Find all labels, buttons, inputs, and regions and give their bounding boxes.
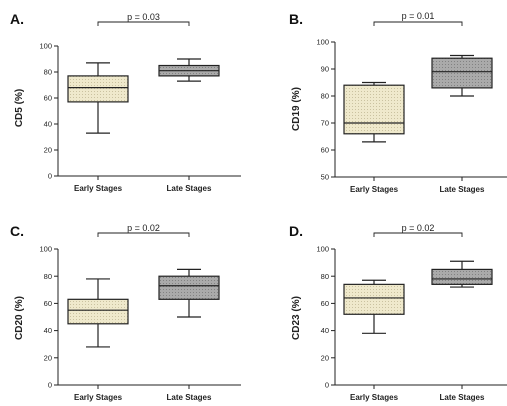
y-tick-label: 0 xyxy=(325,381,329,390)
panel-d-significance-bracket xyxy=(373,232,463,237)
panel-b-boxes xyxy=(343,54,493,143)
panel-a-axes: 0 20 40 60 80 100 Early Stages Late Stages xyxy=(39,42,241,193)
y-tick-label: 100 xyxy=(316,38,329,47)
x-category-label: Late Stages xyxy=(440,393,485,402)
y-tick-label: 40 xyxy=(44,120,52,129)
box-early-stages xyxy=(67,62,129,134)
y-tick-label: 20 xyxy=(44,353,52,362)
iqr-box xyxy=(431,57,493,89)
panel-d-axes: 0 20 40 60 80 100 Early Stages Late Stages xyxy=(316,245,507,402)
y-tick-label: 100 xyxy=(39,245,52,254)
panel-d: D. CD23 (%) 0 20 40 60 80 100 Early Stages Late… xyxy=(289,223,507,402)
panel-b-axes: 50 60 70 80 90 100 Early Stages Late Stages xyxy=(316,38,507,194)
y-tick-label: 90 xyxy=(321,65,329,74)
panel-d-p-value: p = 0.02 xyxy=(402,223,435,233)
panel-c-ylabel: CD20 (%) xyxy=(14,296,25,340)
y-tick-label: 100 xyxy=(316,245,329,254)
x-category-label: Late Stages xyxy=(167,184,212,193)
panel-d-ylabel: CD23 (%) xyxy=(291,296,302,340)
iqr-box xyxy=(343,283,405,315)
y-tick-label: 100 xyxy=(39,42,52,51)
panel-b-significance: p = 0.01 xyxy=(373,11,463,26)
panel-d-letter: D. xyxy=(289,223,303,239)
panel-a-p-value: p = 0.03 xyxy=(127,12,160,22)
panel-c: C. CD20 (%) 0 20 40 60 80 100 Early Stages Late… xyxy=(10,223,241,402)
y-tick-label: 0 xyxy=(48,381,52,390)
y-tick-label: 80 xyxy=(44,68,52,77)
box-late-stages xyxy=(158,58,220,82)
iqr-box xyxy=(67,75,129,103)
panel-d-boxes xyxy=(343,260,493,334)
y-tick-label: 0 xyxy=(48,172,52,181)
y-tick-label: 60 xyxy=(44,299,52,308)
panel-d-significance: p = 0.02 xyxy=(373,223,463,237)
box-late-stages xyxy=(431,260,493,288)
y-tick-label: 50 xyxy=(321,173,329,182)
x-category-label: Late Stages xyxy=(440,185,485,194)
panel-c-boxes xyxy=(67,268,220,348)
y-tick-label: 80 xyxy=(44,272,52,281)
panel-c-significance-bracket xyxy=(97,232,190,237)
iqr-box xyxy=(158,275,220,300)
panel-a-significance-bracket xyxy=(97,21,190,26)
panel-a: A. CD5 (%) 0 20 40 60 80 100 Early Stages Late … xyxy=(10,11,241,193)
panel-a-letter: A. xyxy=(10,11,24,27)
x-category-label: Early Stages xyxy=(74,393,123,402)
y-tick-label: 40 xyxy=(321,326,329,335)
box-early-stages xyxy=(67,278,129,348)
y-tick-label: 20 xyxy=(44,146,52,155)
y-tick-label: 80 xyxy=(321,92,329,101)
panel-b-ylabel: CD19 (%) xyxy=(291,87,302,131)
panel-c-axes: 0 20 40 60 80 100 Early Stages Late Stages xyxy=(39,245,241,402)
y-tick-label: 60 xyxy=(321,299,329,308)
panel-b-letter: B. xyxy=(289,11,303,27)
panel-a-significance: p = 0.03 xyxy=(97,12,190,26)
panel-b-significance-bracket xyxy=(373,21,463,26)
y-tick-label: 80 xyxy=(321,272,329,281)
x-category-label: Late Stages xyxy=(167,393,212,402)
panel-a-boxes xyxy=(67,58,220,134)
box-late-stages xyxy=(431,54,493,97)
y-tick-label: 60 xyxy=(44,94,52,103)
iqr-box xyxy=(431,268,493,285)
panel-a-ylabel: CD5 (%) xyxy=(14,89,25,127)
panel-c-p-value: p = 0.02 xyxy=(127,223,160,233)
box-late-stages xyxy=(158,268,220,318)
x-category-label: Early Stages xyxy=(350,393,399,402)
x-category-label: Early Stages xyxy=(350,185,399,194)
box-early-stages xyxy=(343,279,405,334)
x-category-label: Early Stages xyxy=(74,184,123,193)
panel-c-letter: C. xyxy=(10,223,24,239)
y-tick-label: 40 xyxy=(44,326,52,335)
iqr-box xyxy=(343,84,405,135)
iqr-box xyxy=(67,298,129,325)
panel-c-significance: p = 0.02 xyxy=(97,223,190,237)
y-tick-label: 20 xyxy=(321,353,329,362)
box-early-stages xyxy=(343,81,405,143)
y-tick-label: 70 xyxy=(321,119,329,128)
panel-b: B. CD19 (%) 50 60 70 80 90 100 Early Stages Lat… xyxy=(289,11,507,194)
panel-b-p-value: p = 0.01 xyxy=(402,11,435,21)
y-tick-label: 60 xyxy=(321,146,329,155)
